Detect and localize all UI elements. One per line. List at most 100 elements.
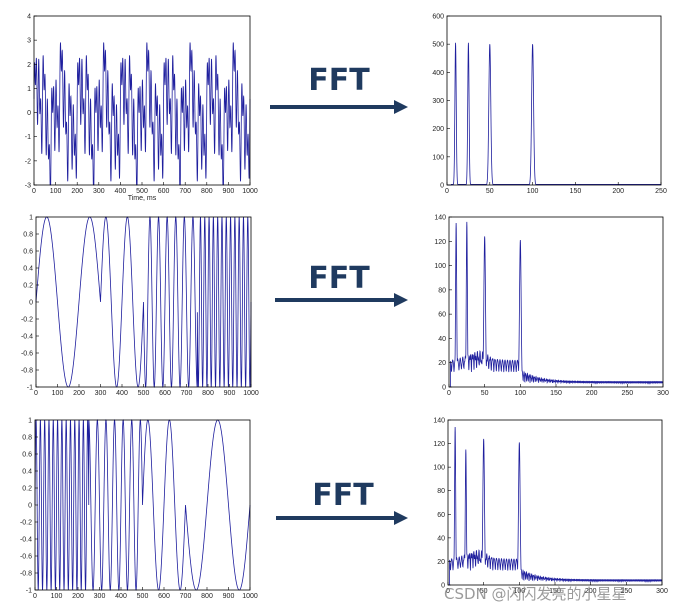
y-tick-label: -1 <box>27 385 33 392</box>
y-tick-label: 0 <box>440 183 444 190</box>
fft-arrow-3: FFT <box>276 478 408 525</box>
series-line <box>449 221 664 388</box>
x-tick-label: 200 <box>73 390 85 397</box>
fft-arrow-1: FFT <box>270 63 408 114</box>
x-tick-label: 100 <box>52 390 64 397</box>
y-tick-label: 60 <box>438 312 446 319</box>
y-tick-label: 1 <box>28 418 32 425</box>
y-tick-label: 0 <box>29 300 33 307</box>
y-tick-label: 0.6 <box>23 249 33 256</box>
y-tick-label: 0.2 <box>22 486 32 493</box>
watermark: CSDN @闪闪发亮的小星星 <box>444 585 627 603</box>
y-tick-label: 500 <box>432 42 444 49</box>
y-tick-label: 100 <box>434 263 446 270</box>
series-line <box>447 42 661 186</box>
y-tick-label: 0.4 <box>22 469 32 476</box>
x-tick-label: 300 <box>93 188 105 195</box>
x-tick-label: 0 <box>446 588 450 595</box>
x-tick-label: 100 <box>527 188 539 195</box>
x-tick-label: 700 <box>180 593 192 600</box>
x-tick-label: 1000 <box>243 390 259 397</box>
fft-arrow-2: FFT <box>275 261 408 307</box>
x-tick-label: 500 <box>136 188 148 195</box>
y-tick-label: 0.8 <box>22 435 32 442</box>
y-tick-label: 0.6 <box>22 452 32 459</box>
x-tick-label: 800 <box>201 593 213 600</box>
y-tick-label: 0.4 <box>23 266 33 273</box>
y-tick-label: 0.2 <box>23 283 33 290</box>
y-tick-label: -1 <box>26 588 32 595</box>
y-tick-label: -3 <box>25 183 31 190</box>
y-tick-label: 140 <box>434 215 446 222</box>
x-tick-label: 100 <box>514 390 526 397</box>
x-tick-label: 300 <box>94 593 106 600</box>
y-tick-label: -0.4 <box>21 334 33 341</box>
y-tick-label: 200 <box>432 126 444 133</box>
x-tick-label: 50 <box>481 390 489 397</box>
y-tick-label: -0.2 <box>20 520 32 527</box>
series-line <box>448 427 663 586</box>
x-tick-label: 500 <box>137 593 149 600</box>
y-tick-label: 80 <box>438 287 446 294</box>
x-tick-label: 0 <box>445 188 449 195</box>
y-tick-label: 400 <box>432 70 444 77</box>
y-tick-label: -1 <box>25 134 31 141</box>
x-tick-label: 300 <box>656 588 668 595</box>
x-tick-label: 1000 <box>242 188 258 195</box>
y-tick-label: 140 <box>433 418 445 425</box>
y-tick-label: 40 <box>437 535 445 542</box>
y-tick-label: -0.8 <box>20 571 32 578</box>
x-tick-label: 250 <box>620 588 632 595</box>
y-tick-label: 0 <box>27 110 31 117</box>
x-tick-label: 600 <box>158 188 170 195</box>
series-line <box>34 419 251 591</box>
x-tick-label: 300 <box>657 390 669 397</box>
fft-label: FFT <box>308 261 370 296</box>
x-tick-label: 200 <box>612 188 624 195</box>
chart-panel-5: 0 100 200 300 400 500 600 700 800 900 1000 -1 -0.8 -0… <box>20 418 258 601</box>
x-tick-label: 100 <box>513 588 525 595</box>
arrow-head <box>394 511 408 525</box>
y-tick-label: 4 <box>27 14 31 21</box>
fft-label: FFT <box>312 478 374 513</box>
y-tick-label: 600 <box>432 14 444 21</box>
x-tick-label: 400 <box>115 593 127 600</box>
x-tick-label: 50 <box>480 588 488 595</box>
y-tick-label: 2 <box>27 62 31 69</box>
x-tick-label: 50 <box>486 188 494 195</box>
x-tick-label: 900 <box>223 593 235 600</box>
chart-panel-3: 0 100 200 300 400 500 600 700 800 900 1000 -1 -0.8 -0… <box>21 215 259 398</box>
x-tick-label: 200 <box>585 588 597 595</box>
x-tick-label: 900 <box>224 390 236 397</box>
y-tick-label: 300 <box>432 98 444 105</box>
y-tick-label: -0.4 <box>20 537 32 544</box>
y-tick-label: 0 <box>441 583 445 590</box>
x-tick-label: 0 <box>447 390 451 397</box>
y-tick-label: 3 <box>27 38 31 45</box>
y-tick-label: -0.6 <box>21 351 33 358</box>
x-tick-label: 150 <box>570 188 582 195</box>
x-tick-label: 200 <box>71 188 83 195</box>
y-tick-label: 20 <box>437 559 445 566</box>
chart-panel-1: 0 100 200 300 400 500 600 700 800 900 1000 -3 -2 -1 0 1… <box>25 14 258 203</box>
x-tick-label: 500 <box>138 390 150 397</box>
y-tick-label: 0.8 <box>23 232 33 239</box>
fft-arrows: FFT FFT FFT <box>270 63 408 525</box>
x-tick-label: 400 <box>116 390 128 397</box>
x-tick-label: 300 <box>95 390 107 397</box>
chart-panel-6: 0 50 100 150 200 250 300 0 20 40 60 80 100 120 140 <box>433 418 668 596</box>
y-tick-label: 0 <box>28 503 32 510</box>
series-line <box>35 216 252 388</box>
x-tick-label: 200 <box>72 593 84 600</box>
x-tick-label: 0 <box>34 390 38 397</box>
chart-panel-2: 0 50 100 150 200 250 0 100 200 300 400 500 600 <box>432 14 667 196</box>
x-tick-label: 100 <box>50 188 62 195</box>
x-tick-label: 0 <box>33 593 37 600</box>
y-tick-label: 60 <box>437 512 445 519</box>
y-tick-label: 120 <box>434 239 446 246</box>
x-tick-label: 250 <box>655 188 667 195</box>
y-tick-label: -0.6 <box>20 554 32 561</box>
x-tick-label: 800 <box>202 390 214 397</box>
x-tick-label: 700 <box>179 188 191 195</box>
x-tick-label: 100 <box>51 593 63 600</box>
